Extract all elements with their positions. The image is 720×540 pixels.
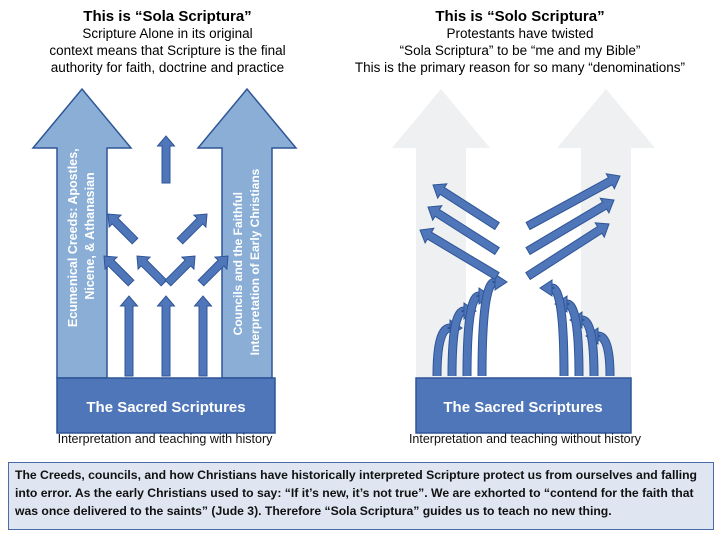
left-title: This is “Sola Scriptura” <box>83 8 252 25</box>
left-arrow-text: Ecumenical Creeds: Apostles, Nicene, & A… <box>66 145 97 327</box>
right-diagonal-arrow-3 <box>432 183 500 231</box>
left-caption: Interpretation and teaching with history <box>57 432 273 446</box>
right-curved-arrow-left-4-shaft <box>478 278 497 377</box>
right-base-box <box>415 377 632 434</box>
footnote-box: The Creeds, councils, and how Christians… <box>8 462 714 530</box>
right-diagonal-arrow-4 <box>525 222 610 281</box>
right-diagonal-arrow-6 <box>525 173 621 231</box>
left-small-arrow-6 <box>164 255 196 287</box>
right-diagonal-arrow-5 <box>525 197 615 256</box>
right-panel-diagram: The Sacred Scriptures <box>392 89 655 434</box>
right-heading: This is “Solo Scriptura” Protestants hav… <box>330 8 710 76</box>
right-subtitle-line-3: This is the primary reason for so many “… <box>354 60 686 75</box>
right-curved-arrow-right-3-shaft <box>565 300 583 377</box>
left-small-arrow-9 <box>176 213 208 245</box>
right-big-arrow <box>196 87 298 379</box>
right-curved-arrow-left-4-head <box>492 273 508 291</box>
left-big-arrow <box>31 87 133 379</box>
left-arrow-text-line-2: Nicene, & Athanasian <box>83 172 97 299</box>
right-diagonal-arrow-1 <box>419 227 500 281</box>
right-arrow-text-line-1: Councils and the Faithful <box>231 192 245 335</box>
right-curved-arrow-right-4-head <box>539 279 555 297</box>
left-small-arrow-3 <box>193 295 213 377</box>
left-small-arrow-8 <box>107 213 139 245</box>
left-base-box <box>56 377 276 434</box>
right-caption: Interpretation and teaching without hist… <box>408 432 642 446</box>
left-small-arrows <box>103 135 229 377</box>
right-subtitle-line-1: Protestants have twisted <box>446 26 594 41</box>
left-small-arrow-7 <box>197 255 229 287</box>
left-small-arrow-5 <box>136 255 168 287</box>
right-small-arrows <box>419 173 621 377</box>
left-small-arrow-2 <box>156 295 176 377</box>
right-subtitle-line-2: “Sola Scriptura” to be “me and my Bible” <box>399 43 641 58</box>
left-arrow-text-line-1: Ecumenical Creeds: Apostles, <box>66 148 80 327</box>
right-arrow-text: Councils and the Faithful Interpretation… <box>231 168 262 355</box>
left-base-label: The Sacred Scriptures <box>86 399 245 416</box>
left-subtitle-line-3: authority for faith, doctrine and practi… <box>50 60 285 75</box>
right-curved-arrow-right-4-shaft <box>550 284 568 377</box>
left-small-arrow-10 <box>156 135 176 184</box>
right-diagonal-arrow-2 <box>427 205 500 256</box>
right-title: This is “Solo Scriptura” <box>435 8 605 25</box>
left-subtitle-line-1: Scripture Alone in its original <box>82 26 253 41</box>
left-heading: This is “Sola Scriptura” Scripture Alone… <box>10 8 325 76</box>
left-small-arrow-1 <box>119 295 139 377</box>
left-panel-diagram: Ecumenical Creeds: Apostles, Nicene, & A… <box>31 87 298 434</box>
right-base-label: The Sacred Scriptures <box>443 399 602 416</box>
left-subtitle-line-2: context means that Scripture is the fina… <box>49 43 286 58</box>
right-arrow-text-line-2: Interpretation of Early Christians <box>248 168 262 355</box>
right-curved-arrow-left-3-shaft <box>463 292 481 377</box>
left-small-arrow-4 <box>103 255 135 287</box>
